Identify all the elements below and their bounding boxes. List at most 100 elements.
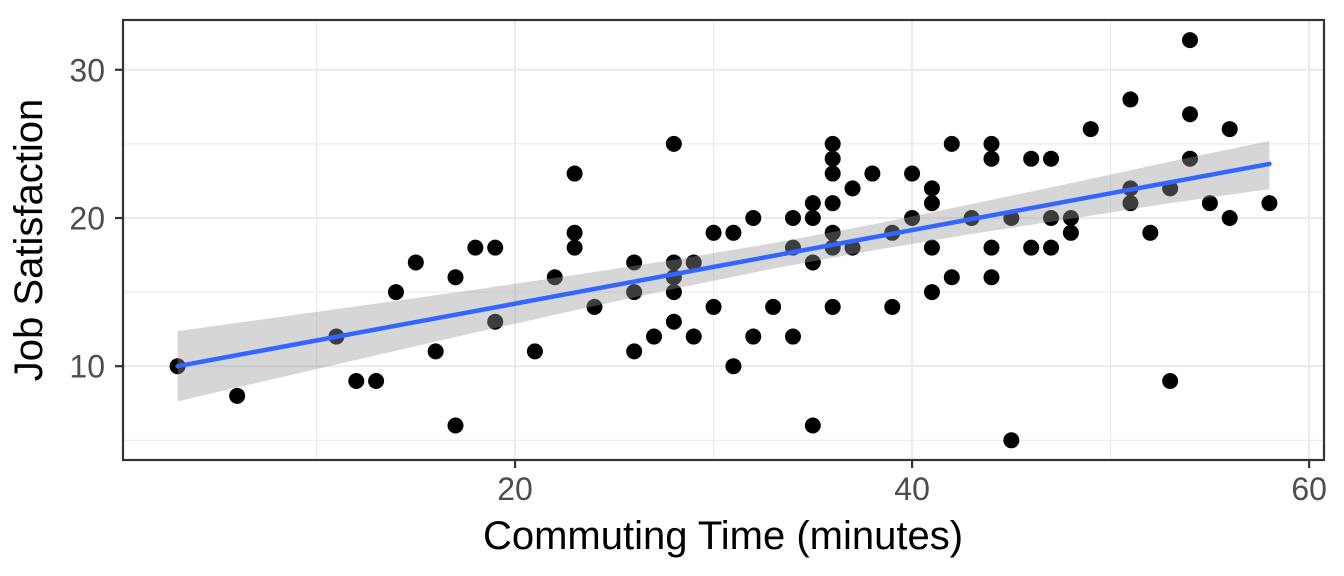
data-point (943, 269, 960, 286)
x-tick-label: 40 (894, 471, 930, 507)
y-tick-label: 30 (69, 52, 105, 88)
data-point (685, 254, 702, 271)
data-point (943, 135, 960, 152)
data-point (904, 209, 921, 226)
data-point (1142, 224, 1159, 241)
data-point (923, 239, 940, 256)
data-point (407, 254, 424, 271)
data-point (526, 343, 543, 360)
data-point (725, 224, 742, 241)
data-point (983, 239, 1000, 256)
data-point (824, 298, 841, 315)
data-point (745, 209, 762, 226)
data-point (824, 165, 841, 182)
y-axis-title: Job Satisfaction (7, 99, 51, 381)
data-point (923, 180, 940, 197)
data-point (1023, 239, 1040, 256)
data-point (904, 165, 921, 182)
data-point (1003, 432, 1020, 449)
panel-border (121, 18, 1326, 462)
data-point (487, 239, 504, 256)
data-point (923, 284, 940, 301)
data-point (447, 417, 464, 434)
data-point (784, 328, 801, 345)
major-gridlines (123, 20, 1324, 460)
data-point (705, 224, 722, 241)
data-point (1023, 150, 1040, 167)
data-point (626, 284, 643, 301)
data-point (1043, 209, 1060, 226)
data-point (1122, 91, 1139, 108)
data-point (467, 239, 484, 256)
data-point (586, 298, 603, 315)
data-point (1221, 121, 1238, 138)
data-point (566, 224, 583, 241)
data-point (1043, 150, 1060, 167)
data-point (1182, 106, 1199, 123)
y-tick-label: 10 (69, 349, 105, 385)
y-axis-tick-labels: 10 20 30 (69, 52, 105, 384)
y-axis-tick-marks (115, 68, 123, 368)
data-point (804, 195, 821, 212)
data-point (864, 165, 881, 182)
x-tick-label: 20 (497, 471, 533, 507)
data-point (427, 343, 444, 360)
data-point (923, 195, 940, 212)
data-point (824, 150, 841, 167)
data-point (1162, 373, 1179, 390)
data-point (626, 343, 643, 360)
data-point (665, 284, 682, 301)
data-point (447, 269, 464, 286)
x-axis-title: Commuting Time (minutes) (483, 514, 963, 558)
data-point (1122, 195, 1139, 212)
data-point (646, 328, 663, 345)
panel-background (123, 20, 1324, 460)
data-point (705, 298, 722, 315)
data-point (368, 373, 385, 390)
data-point (566, 165, 583, 182)
data-point (229, 387, 246, 404)
data-point (804, 209, 821, 226)
data-point (765, 298, 782, 315)
data-point (983, 135, 1000, 152)
data-point (844, 180, 861, 197)
regression-line (175, 161, 1272, 369)
confidence-band (177, 140, 1270, 402)
data-point (626, 254, 643, 271)
data-point (1182, 32, 1199, 49)
x-axis-tick-marks (513, 460, 1311, 468)
data-point (665, 254, 682, 271)
data-point (387, 284, 404, 301)
data-point (1062, 209, 1079, 226)
data-point (1221, 209, 1238, 226)
data-point (824, 224, 841, 241)
data-point (1062, 224, 1079, 241)
data-point (804, 254, 821, 271)
y-tick-label: 20 (69, 200, 105, 236)
data-point (884, 298, 901, 315)
data-point (685, 328, 702, 345)
data-point (784, 209, 801, 226)
data-point (745, 328, 762, 345)
data-point (983, 269, 1000, 286)
data-point (487, 313, 504, 330)
x-tick-label: 60 (1291, 471, 1327, 507)
data-point (665, 135, 682, 152)
data-point (546, 269, 563, 286)
data-point (1043, 239, 1060, 256)
data-point (804, 417, 821, 434)
data-point (725, 358, 742, 375)
data-point (1182, 150, 1199, 167)
data-point (1261, 195, 1278, 212)
data-point (665, 313, 682, 330)
data-point (566, 239, 583, 256)
data-point (1201, 195, 1218, 212)
data-point (824, 195, 841, 212)
x-axis-tick-labels: 20 40 60 (497, 471, 1327, 507)
data-point (1082, 121, 1099, 138)
data-point (348, 373, 365, 390)
data-point (983, 150, 1000, 167)
data-point (824, 135, 841, 152)
